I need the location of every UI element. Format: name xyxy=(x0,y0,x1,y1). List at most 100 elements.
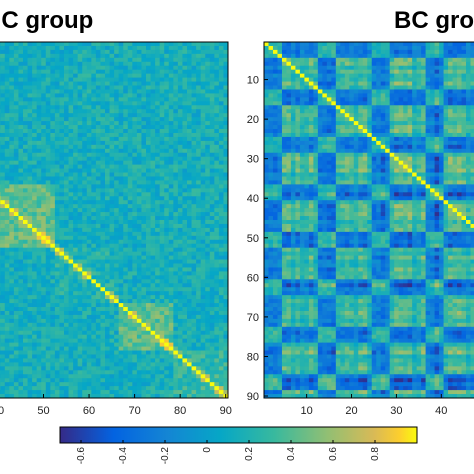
hc-cell xyxy=(182,61,188,67)
hc-cell xyxy=(77,77,83,82)
hc-cell xyxy=(68,69,74,75)
hc-cell xyxy=(100,243,106,249)
hc-cell xyxy=(41,223,47,229)
hc-cell xyxy=(50,81,56,86)
hc-cell xyxy=(127,212,133,217)
hc-cell xyxy=(9,132,15,138)
hc-cell xyxy=(159,57,165,63)
hc-cell xyxy=(32,129,38,134)
hc-cell xyxy=(196,136,202,142)
hc-cell xyxy=(45,223,51,229)
hc-cell xyxy=(141,117,147,122)
hc-cell xyxy=(91,105,97,110)
hc-cell xyxy=(223,168,229,173)
hc-cell xyxy=(23,53,28,59)
hc-cell xyxy=(54,101,60,106)
hc-cell xyxy=(50,101,56,106)
hc-cell xyxy=(173,208,179,213)
hc-cell xyxy=(95,255,101,260)
hc-cell xyxy=(18,208,24,213)
hc-cell xyxy=(27,121,33,126)
hc-cell xyxy=(32,156,38,162)
hc-cell xyxy=(123,235,129,241)
hc-cell xyxy=(182,220,188,225)
hc-cell xyxy=(214,152,220,158)
hc-cell xyxy=(105,144,110,150)
hc-cell xyxy=(136,129,142,134)
hc-cell xyxy=(187,140,192,146)
hc-cell xyxy=(77,231,83,237)
hc-cell xyxy=(155,45,161,51)
hc-cell xyxy=(159,196,165,201)
hc-cell xyxy=(136,168,142,173)
hc-cell xyxy=(59,45,65,51)
hc-cell xyxy=(13,196,19,201)
hc-cell xyxy=(73,136,79,142)
hc-cell xyxy=(41,148,47,154)
hc-cell xyxy=(205,227,211,233)
hc-cell xyxy=(59,196,65,201)
hc-cell xyxy=(73,220,79,225)
hc-cell xyxy=(132,81,138,86)
hc-cell xyxy=(4,65,10,71)
hc-cell xyxy=(114,113,120,118)
hc-cell xyxy=(27,168,33,173)
hc-cell xyxy=(59,184,65,189)
hc-cell xyxy=(68,216,74,221)
hc-cell xyxy=(146,73,151,78)
hc-cell xyxy=(182,247,188,253)
hc-cell xyxy=(132,129,138,134)
hc-cell xyxy=(95,61,101,67)
hc-cell xyxy=(95,49,101,55)
hc-cell xyxy=(132,156,138,162)
hc-cell xyxy=(155,251,161,256)
hc-cell xyxy=(118,164,124,169)
hc-cell xyxy=(27,53,33,59)
hc-cell xyxy=(0,223,6,229)
hc-cell xyxy=(168,42,174,47)
hc-cell xyxy=(45,97,51,102)
hc-cell xyxy=(77,129,83,134)
hc-cell xyxy=(182,172,188,177)
hc-cell xyxy=(77,227,83,233)
hc-cell xyxy=(68,136,74,142)
hc-cell xyxy=(32,239,38,245)
hc-cell xyxy=(9,69,15,75)
hc-cell xyxy=(136,77,142,82)
hc-cell xyxy=(77,53,83,59)
hc-cell xyxy=(223,176,229,181)
hc-cell xyxy=(59,239,65,245)
hc-cell xyxy=(168,172,174,177)
hc-cell xyxy=(177,212,183,217)
hc-cell xyxy=(27,65,33,71)
hc-cell xyxy=(191,93,197,98)
hc-cell xyxy=(95,45,101,51)
hc-cell xyxy=(173,93,179,98)
hc-cell xyxy=(196,109,202,114)
hc-cell xyxy=(32,105,38,110)
hc-cell xyxy=(223,255,229,260)
hc-cell xyxy=(173,251,179,256)
hc-cell xyxy=(91,148,97,154)
hc-cell xyxy=(73,57,79,63)
hc-cell xyxy=(146,188,151,193)
hc-cell xyxy=(155,121,161,126)
hc-cell xyxy=(59,152,65,158)
hc-cell xyxy=(9,156,15,162)
hc-cell xyxy=(191,113,197,118)
hc-cell xyxy=(182,57,188,63)
hc-cell xyxy=(82,223,88,229)
hc-cell xyxy=(68,188,74,193)
hc-cell xyxy=(105,204,110,209)
hc-cell xyxy=(91,132,97,138)
hc-cell xyxy=(218,113,224,118)
hc-cell xyxy=(54,73,60,78)
hc-cell xyxy=(32,160,38,166)
hc-cell xyxy=(50,156,56,162)
hc-cell xyxy=(36,184,42,189)
hc-cell xyxy=(209,216,215,221)
hc-cell xyxy=(86,61,92,67)
hc-cell xyxy=(36,227,42,233)
hc-cell xyxy=(127,65,133,71)
hc-cell xyxy=(91,144,97,150)
